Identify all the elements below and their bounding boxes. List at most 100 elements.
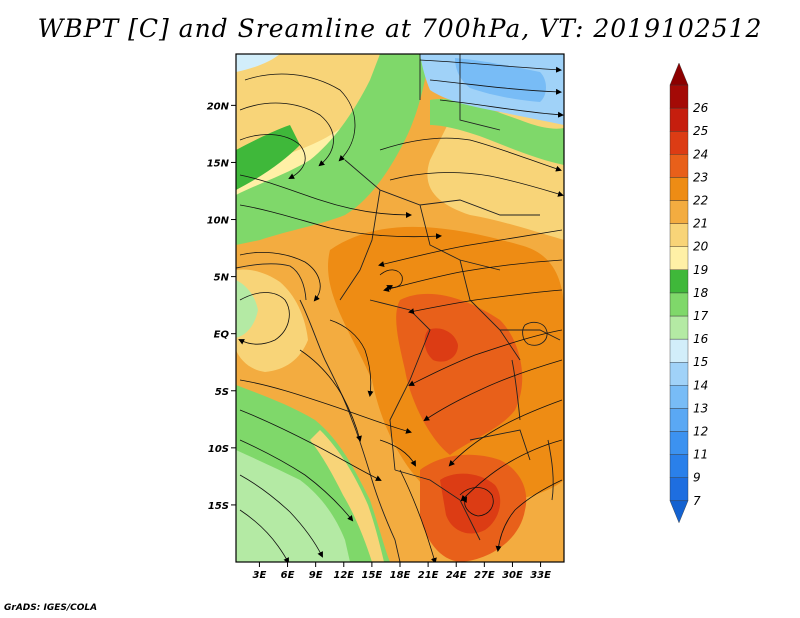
colorbar: 7 9 11 12 13 14 15 16 17 18 19 20 21 22 23 24 25 26 [669,62,709,524]
colorbar-swatch [669,200,689,224]
colorbar-swatch [669,130,689,155]
lon-tick-label: 6E [281,570,295,581]
latitude-axis: 20N 15N 10N 5N EQ 5S 10S 15S [207,101,236,512]
colorbar-label: 15 [693,355,708,369]
colorbar-swatch [669,431,689,455]
colorbar-swatch [669,223,689,247]
colorbar-label: 23 [693,170,708,184]
credit-text: GrADS: IGES/COLA [4,603,98,613]
streamline [459,487,494,517]
colorbar-swatch [669,315,689,340]
colorbar-label: 14 [693,378,708,392]
streamline [238,292,290,345]
streamline [460,439,563,502]
colorbar-swatch [669,292,689,317]
streamline [329,319,374,397]
coastline-gulf [236,263,307,301]
lake-malawi [547,439,554,501]
colorbar-label: 25 [693,124,708,138]
colorbar-label: 17 [693,309,709,323]
streamline [244,73,356,162]
colorbar-label: 16 [693,332,709,346]
colorbar-high-arrow [669,62,689,86]
lon-tick-label: 24E [446,570,467,581]
streamline [408,289,563,315]
lon-tick-label: 12E [333,570,354,581]
streamline [419,59,562,73]
lat-tick-label: 15N [207,158,230,169]
lon-tick-label: 9E [309,570,323,581]
lon-tick-label: 33E [530,570,551,581]
border-lines-1 [339,54,561,541]
colorbar-swatch [669,84,689,109]
streamline [379,269,403,291]
colorbar-swatch [669,338,689,363]
streamline [439,99,564,118]
streamline [495,479,563,552]
colorbar-swatch [669,154,689,178]
streamline [379,137,562,172]
longitude-axis: 3E 6E 9E 12E 15E 18E 21E 24E 27E 30E 33E [253,562,551,581]
colorbar-label: 18 [693,286,709,300]
lat-tick-label: 10S [208,444,229,455]
streamline [423,359,563,422]
field-yellow-west [236,269,308,372]
streamline [239,134,306,179]
streamline [408,329,563,386]
streamline [239,251,321,302]
streamline [239,379,412,434]
lat-tick-label: 10N [207,216,230,227]
lon-tick-label: 18E [390,570,411,581]
lat-tick-label: 5S [215,387,229,398]
colorbar-swatch [669,246,689,270]
lon-tick-label: 3E [253,570,267,581]
field-green-northeast [430,99,564,165]
country-boundaries [236,54,561,562]
field-green-west-south-pale [236,450,350,562]
colorbar-label: 11 [693,448,708,462]
field-green-west-patch [236,280,258,338]
field-cool-blue-core [455,58,546,102]
streamline [239,409,382,481]
field-green-band-north-2 [236,125,300,190]
colorbar-swatch [669,107,689,132]
colorbar-swatch [669,177,689,201]
lat-tick-label: 5N [214,273,230,284]
colorbar-low-arrow [669,500,689,524]
colorbar-label: 20 [693,240,709,254]
field-light-cyan [236,54,280,72]
lon-tick-label: 27E [474,570,495,581]
coastline-west [299,299,401,562]
colorbar-label: 22 [693,194,708,208]
colorbar-label: 24 [693,147,708,161]
colorbar-label: 19 [693,263,708,277]
lake-victoria-outline [522,321,548,346]
lat-tick-label: EQ [214,330,230,341]
streamlines [238,59,564,562]
streamline [239,509,289,562]
streamline [399,469,437,562]
streamline [383,259,563,292]
streamline [379,439,416,467]
streamline [239,102,334,167]
streamline [239,174,412,218]
streamline [239,474,323,558]
streamline [378,229,563,268]
colorbar-label: 9 [693,471,701,485]
streamline [448,399,563,467]
colorbar-swatch [669,362,689,386]
chart-title: WBPT [C] and Sreamline at 700hPa, VT: 20… [37,14,763,43]
field-green-band-north [236,54,430,245]
streamline [239,204,442,240]
field-hottest-cell [440,473,501,534]
colorbar-swatch [669,454,689,478]
lat-tick-label: 15S [208,501,229,512]
lon-tick-label: 21E [418,570,439,581]
lon-tick-label: 15E [362,570,383,581]
colorbar-swatch [669,408,689,432]
colorbar-label: 7 [693,494,701,508]
lake-tanganyika [511,359,521,421]
colorbar-label: 12 [693,425,708,439]
streamline [429,79,562,95]
